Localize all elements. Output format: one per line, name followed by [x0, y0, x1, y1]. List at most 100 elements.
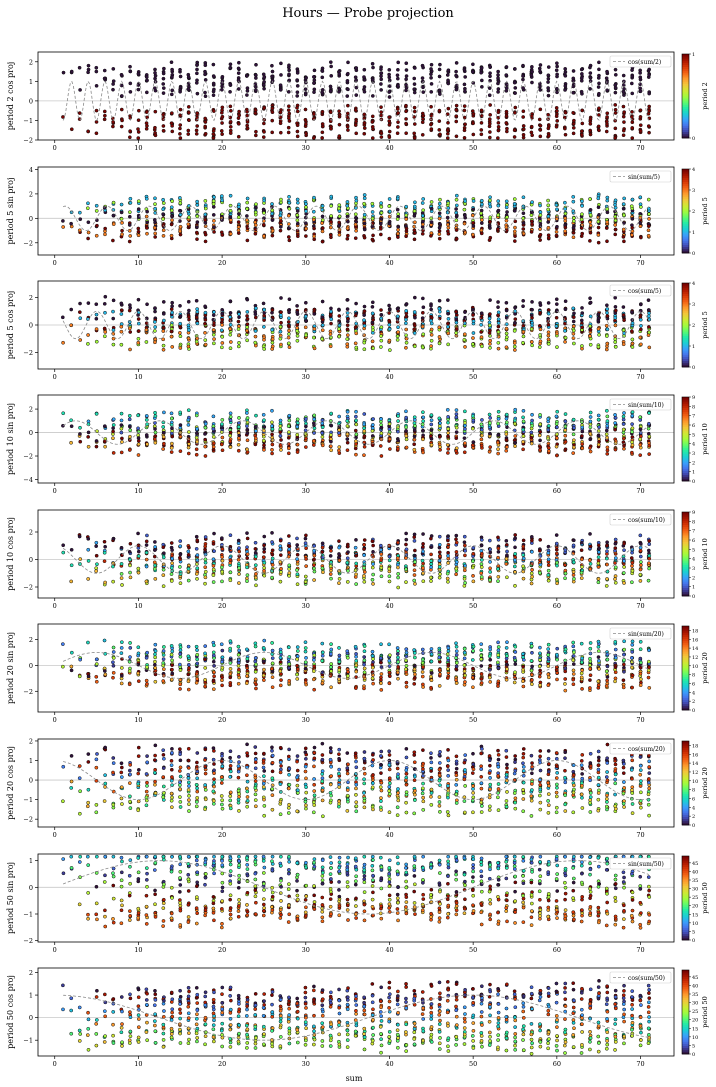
scatter-point [555, 90, 559, 95]
scatter-point [236, 538, 241, 543]
scatter-point [387, 115, 391, 120]
scatter-point [571, 324, 576, 329]
scatter-point [647, 345, 652, 350]
scatter-point [236, 71, 241, 76]
scatter-point [203, 239, 208, 244]
scatter-point [144, 564, 149, 569]
scatter-point [613, 340, 618, 344]
scatter-point [320, 299, 325, 304]
scatter-point [304, 416, 308, 421]
scatter-point [396, 438, 401, 443]
scatter-point [571, 76, 576, 81]
scatter-point [555, 74, 559, 79]
scatter-point [119, 94, 124, 98]
scatter-point [421, 197, 426, 201]
colorbar-tick-label: 3 [692, 188, 695, 194]
scatter-point [496, 340, 501, 345]
scatter-point [563, 447, 568, 452]
scatter-point [136, 549, 141, 554]
scatter-point [445, 128, 450, 133]
scatter-point [345, 236, 350, 241]
scatter-point [471, 221, 476, 225]
scatter-point [613, 305, 618, 309]
scatter-point [219, 194, 224, 198]
scatter-point [597, 81, 601, 86]
scatter-point [312, 307, 317, 312]
scatter-point [378, 221, 383, 226]
scatter-point [613, 198, 618, 203]
scatter-point [395, 107, 400, 111]
scatter-point [647, 212, 651, 216]
scatter-point [379, 82, 383, 86]
scatter-point [295, 326, 299, 330]
scatter-point [136, 87, 141, 92]
scatter-point [463, 420, 467, 425]
scatter-point [521, 340, 525, 345]
scatter-point [203, 78, 208, 82]
scatter-point [111, 564, 115, 569]
scatter-point [353, 341, 358, 346]
scatter-point [286, 446, 291, 451]
scatter-point [538, 303, 543, 307]
scatter-point [588, 419, 593, 424]
scatter-point [488, 421, 492, 425]
scatter-point [161, 228, 166, 233]
scatter-point [538, 310, 542, 315]
scatter-point [328, 344, 333, 349]
scatter-point [262, 211, 266, 215]
scatter-point [144, 579, 149, 584]
scatter-point [320, 221, 324, 225]
scatter-point [479, 311, 484, 316]
scatter-point [286, 335, 291, 340]
scatter-point [571, 84, 576, 89]
scatter-point [571, 432, 576, 437]
scatter-point [286, 125, 291, 130]
scatter-point [211, 313, 216, 318]
scatter-point [194, 230, 199, 235]
scatter-point [329, 423, 334, 428]
scatter-point [487, 320, 492, 325]
scatter-point [613, 308, 618, 313]
scatter-point [119, 576, 124, 580]
scatter-point [554, 105, 559, 110]
scatter-point [413, 315, 417, 320]
scatter-point [304, 75, 309, 80]
scatter-point [270, 233, 275, 238]
scatter-point [387, 338, 392, 343]
scatter-point [579, 76, 584, 81]
y-tick-label: 1 [29, 78, 33, 86]
scatter-point [630, 91, 635, 96]
scatter-point [186, 423, 191, 427]
scatter-point [412, 122, 417, 126]
scatter-point [278, 224, 283, 229]
scatter-point [555, 409, 560, 414]
scatter-point [220, 108, 224, 113]
scatter-point [120, 440, 124, 444]
scatter-point [286, 435, 291, 440]
scatter-point [521, 86, 525, 90]
scatter-point [421, 437, 425, 442]
scatter-point [328, 554, 333, 558]
scatter-point [136, 321, 141, 326]
scatter-point [588, 207, 593, 212]
scatter-point [287, 341, 291, 346]
scatter-point [454, 425, 459, 430]
scatter-point [571, 319, 576, 324]
scatter-point [588, 410, 593, 415]
scatter-point [337, 327, 341, 331]
scatter-point [228, 558, 233, 562]
scatter-point [287, 200, 292, 205]
scatter-point [454, 87, 459, 92]
scatter-point [563, 439, 568, 444]
scatter-point [245, 113, 250, 118]
scatter-point [262, 425, 267, 429]
scatter-point [337, 314, 342, 318]
scatter-point [621, 114, 626, 119]
scatter-point [145, 78, 149, 83]
scatter-point [337, 220, 341, 225]
scatter-point [162, 318, 166, 323]
scatter-point [554, 86, 559, 91]
scatter-point [194, 546, 199, 551]
scatter-point [647, 421, 651, 426]
